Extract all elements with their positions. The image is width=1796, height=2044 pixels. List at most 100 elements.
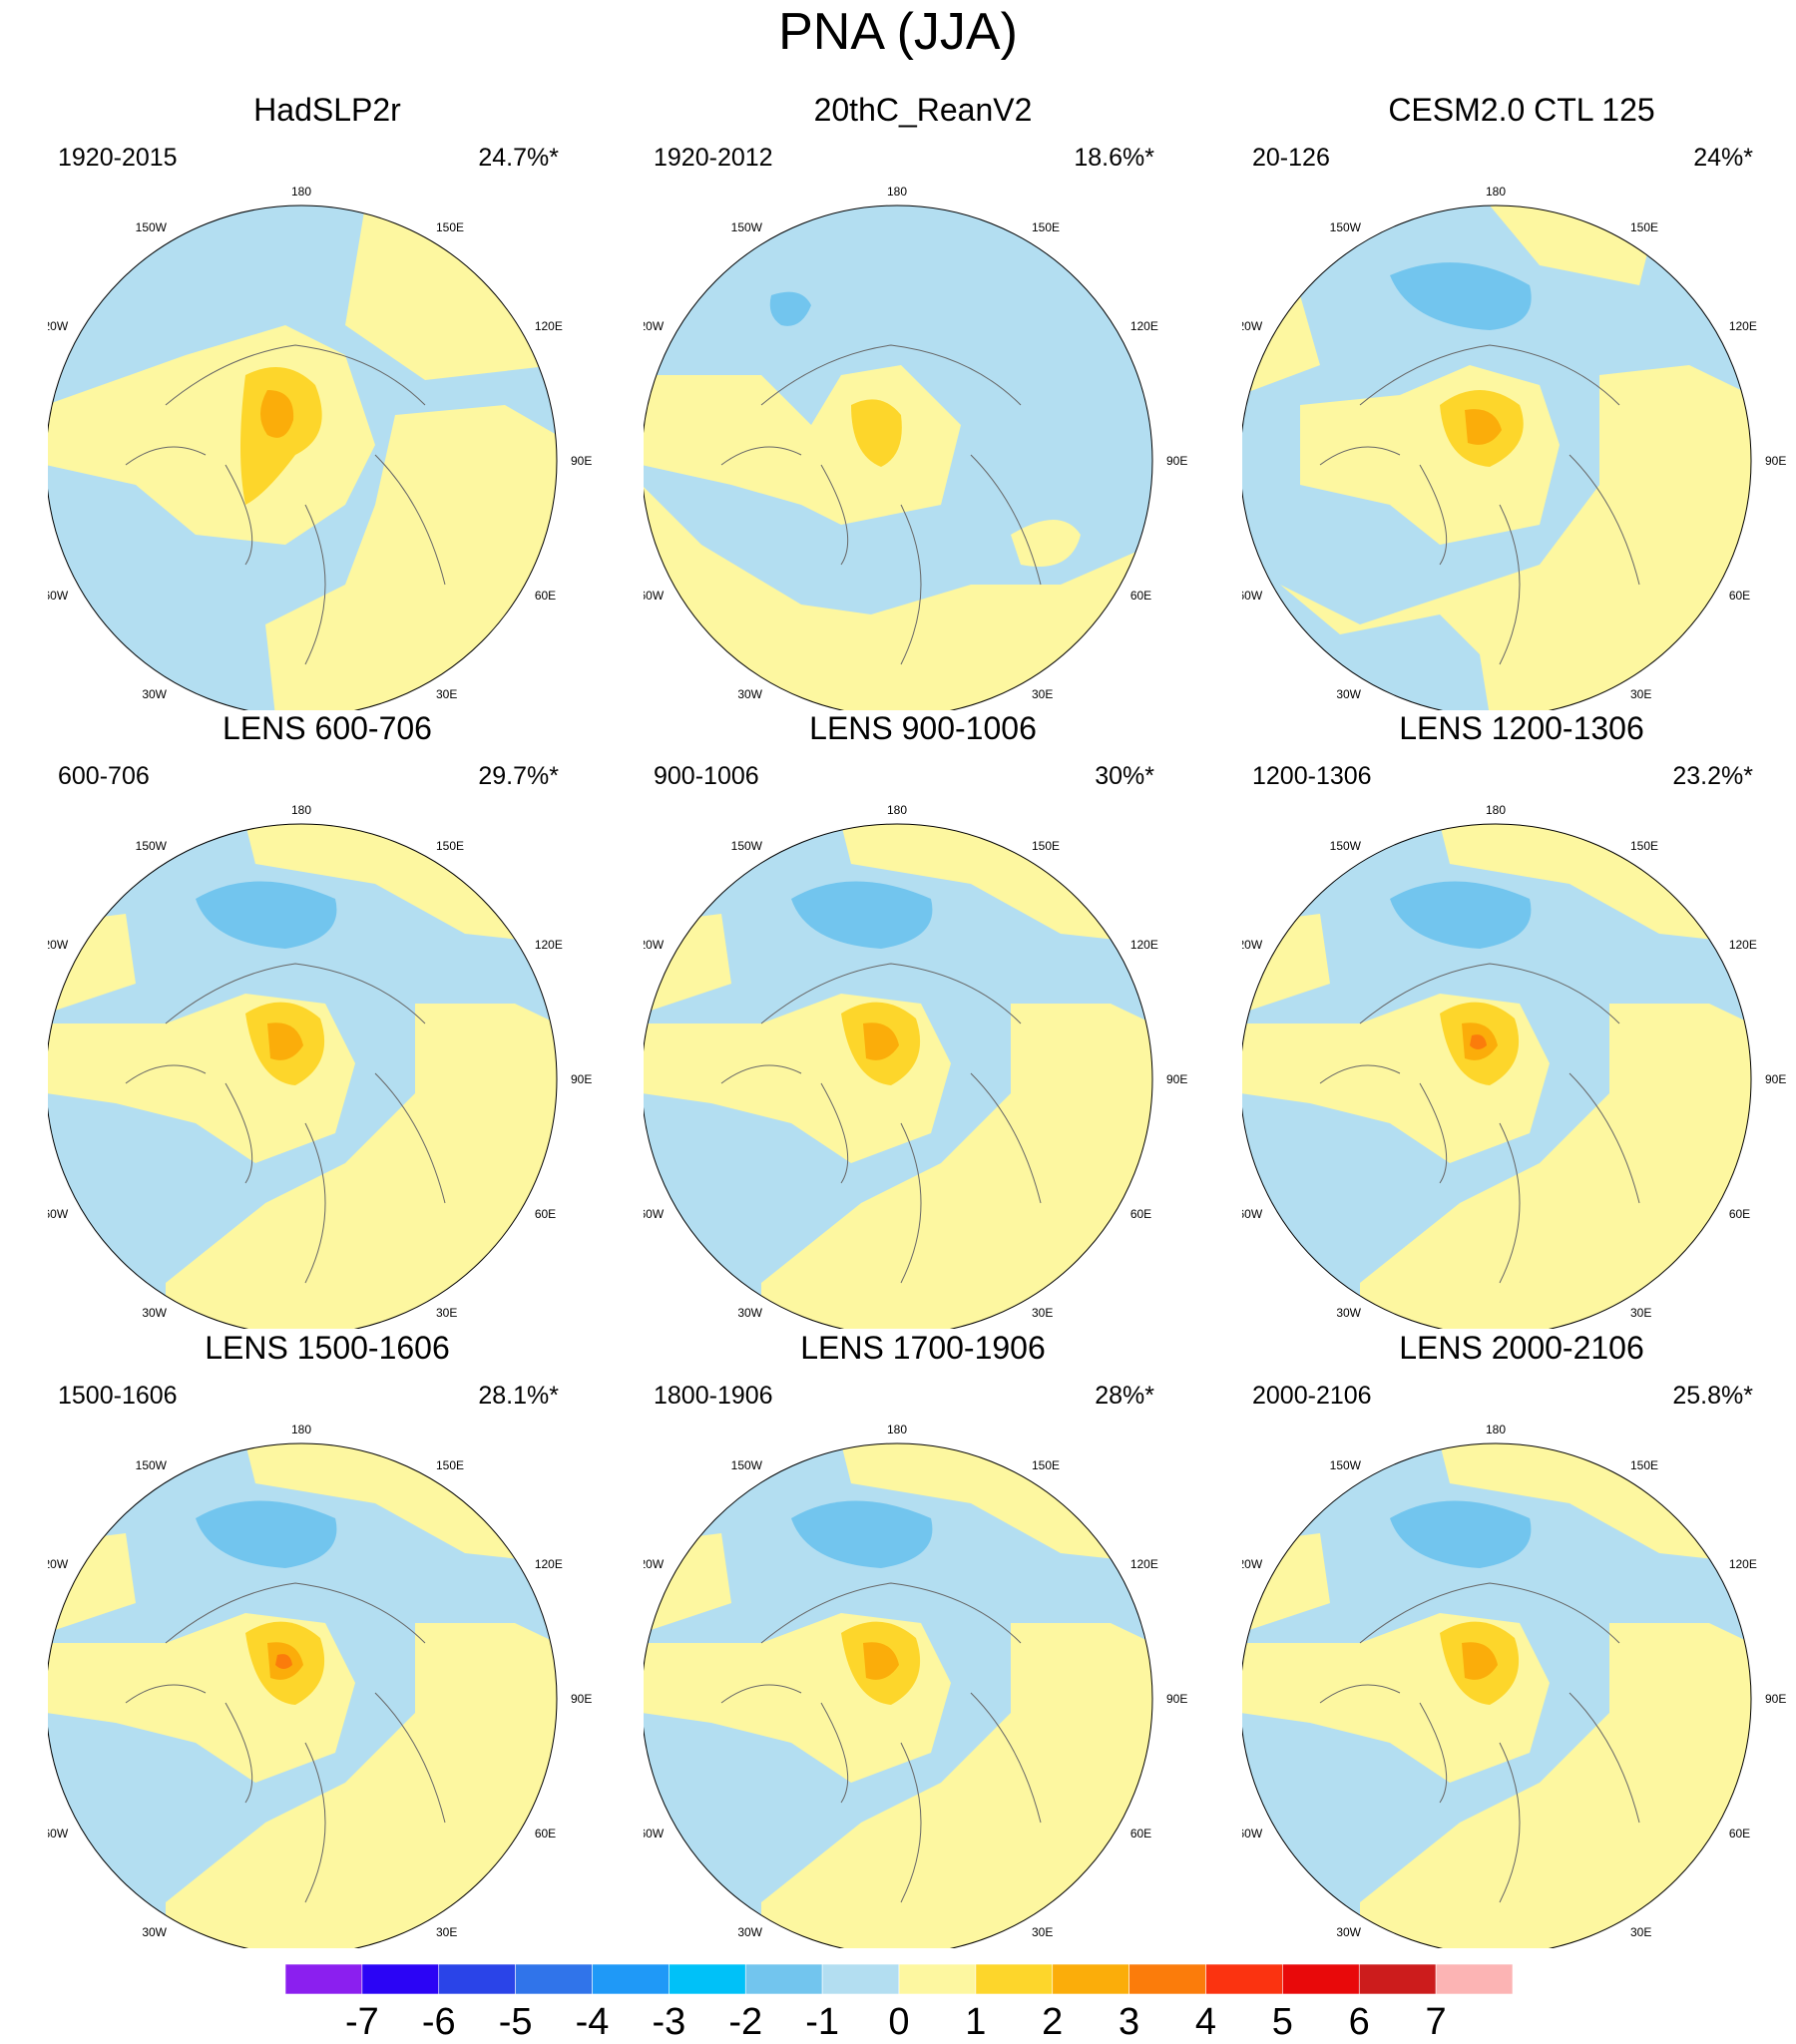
map-boundary	[48, 1442, 558, 1948]
longitude-label: 30W	[1336, 1306, 1361, 1320]
map-panel: HadSLP2r 1920-2015 24.7%* 180 150W 150E 120W 12…	[48, 92, 607, 710]
panel-explained-variance: 28.1%*	[478, 1382, 559, 1410]
colorbar-tick-label: -2	[728, 2001, 763, 2043]
coastline	[720, 963, 1042, 1284]
slp-field	[1242, 205, 1751, 710]
map-boundary	[1242, 823, 1752, 1329]
longitude-label: 150W	[1330, 839, 1362, 853]
panel-period: 1200-1306	[1252, 762, 1372, 790]
longitude-label: 120E	[1729, 1557, 1757, 1571]
map-boundary	[644, 1442, 1153, 1948]
panel-explained-variance: 18.6%*	[1074, 144, 1154, 172]
colorbar-tick-label: 4	[1194, 2001, 1217, 2043]
slp-field	[644, 205, 1152, 710]
positive-anomaly-peak	[1462, 1642, 1498, 1680]
polar-map: 180150W150E120W120E90W90E60W60E30W30E0	[1242, 803, 1786, 1329]
longitude-label: 120W	[644, 938, 665, 952]
longitude-label: 120E	[535, 938, 563, 952]
longitude-label: 60W	[48, 1207, 69, 1221]
longitude-label: 150E	[436, 839, 464, 853]
positive-anomaly-region	[761, 1004, 1152, 1329]
longitude-label: 60W	[1242, 589, 1263, 603]
coastline	[125, 1582, 446, 1903]
positive-anomaly-peak	[863, 1642, 899, 1680]
positive-anomaly-region	[1360, 1623, 1751, 1948]
panel-title: LENS 2000-2106	[1399, 1330, 1644, 1366]
map-boundary	[1242, 204, 1752, 710]
longitude-label: 90E	[571, 454, 592, 468]
longitude-label: 90E	[1765, 1072, 1786, 1086]
panel-title: LENS 900-1006	[809, 710, 1037, 746]
longitude-label: 30E	[1630, 1925, 1651, 1939]
polar-map: 180150W150E120W120E90W90E60W60E30W30E0	[1242, 185, 1786, 710]
colorbar-tick-label: -6	[421, 2001, 456, 2043]
negative-anomaly-core	[196, 1500, 337, 1568]
longitude-label: 150E	[436, 1458, 464, 1472]
panel-period: 1500-1606	[58, 1382, 178, 1410]
coastline	[1319, 344, 1640, 665]
panel-explained-variance: 24%*	[1693, 144, 1753, 172]
longitude-label: 180	[291, 185, 311, 199]
longitude-label: 90E	[1166, 1072, 1187, 1086]
longitude-label: 60E	[535, 1207, 556, 1221]
longitude-label: 30W	[142, 1306, 167, 1320]
longitude-label: 120E	[535, 319, 563, 333]
longitude-label: 60E	[1130, 589, 1151, 603]
positive-anomaly-peak	[1465, 409, 1502, 445]
longitude-label: 60E	[1729, 1207, 1750, 1221]
longitude-label: 30E	[436, 1925, 457, 1939]
coastline	[1319, 963, 1640, 1284]
longitude-label: 30E	[1630, 1306, 1651, 1320]
positive-anomaly-peak	[260, 390, 294, 438]
polar-map: 180150W150E120W120E90W90E60W60E30W30E0	[644, 803, 1187, 1329]
longitude-label: 60W	[644, 1827, 665, 1840]
longitude-label: 150W	[136, 220, 168, 234]
colorbar-tick-label: -4	[575, 2001, 610, 2043]
map-panel: LENS 1500-1606 1500-1606 28.1%* 180 150W 150E…	[48, 1330, 607, 1948]
longitude-label: 150E	[1630, 1458, 1658, 1472]
map-panel: LENS 2000-2106 2000-2106 25.8%* 180 150W 150E…	[1242, 1330, 1796, 1948]
longitude-label: 60E	[535, 1827, 556, 1840]
colorbar-swatch	[898, 1963, 977, 1995]
colorbar-swatch	[438, 1963, 516, 1995]
longitude-label: 150W	[731, 1458, 763, 1472]
polar-map: 180150W150E120W120E90W90E60W60E30W30E0	[644, 185, 1187, 710]
slp-field	[644, 1443, 1152, 1948]
negative-anomaly-core	[1390, 881, 1532, 949]
positive-anomaly-region	[166, 1004, 557, 1329]
colorbar-swatch	[744, 1963, 823, 1995]
colorbar-tick-label: -1	[805, 2001, 840, 2043]
panel-explained-variance: 25.8%*	[1672, 1382, 1753, 1410]
longitude-label: 60W	[48, 589, 69, 603]
map-panel: CESM2.0 CTL 125 20-126 24%* 180 150W 150E 120W…	[1242, 92, 1796, 710]
colorbar-swatch	[821, 1963, 900, 1995]
panel-title: LENS 1500-1606	[205, 1330, 450, 1366]
polar-map: 180150W150E120W120E90W90E60W60E30W30E0	[48, 803, 592, 1329]
longitude-label: 180	[887, 803, 907, 817]
longitude-label: 60E	[1729, 589, 1750, 603]
colorbar-tick-label: 3	[1119, 2001, 1140, 2043]
longitude-label: 180	[1486, 803, 1506, 817]
panel-title: 20thC_ReanV2	[813, 92, 1033, 128]
positive-anomaly-region	[166, 1623, 557, 1948]
map-boundary	[48, 204, 558, 710]
panel-title: LENS 1700-1906	[800, 1330, 1046, 1366]
map-boundary	[1242, 1442, 1752, 1948]
longitude-label: 60E	[1130, 1207, 1151, 1221]
map-panel: LENS 900-1006 900-1006 30%* 180 150W 150E 120W…	[644, 710, 1202, 1329]
map-panel: LENS 600-706 600-706 29.7%* 180 150W 150E 120W…	[48, 710, 607, 1329]
positive-anomaly-region	[761, 1623, 1152, 1948]
colorbar-tick-label: 0	[888, 2001, 910, 2043]
longitude-label: 60W	[644, 1207, 665, 1221]
negative-anomaly-core	[791, 881, 933, 949]
longitude-label: 120E	[1729, 319, 1757, 333]
longitude-label: 150E	[1032, 220, 1060, 234]
colorbar-tick-label: 5	[1271, 2001, 1293, 2043]
longitude-label: 150W	[1330, 220, 1362, 234]
longitude-label: 180	[291, 1423, 311, 1436]
longitude-label: 90E	[1166, 1692, 1187, 1706]
slp-field	[1242, 1443, 1751, 1948]
positive-anomaly-peak	[267, 1022, 303, 1060]
colorbar	[285, 1963, 1514, 1995]
longitude-label: 90E	[1166, 454, 1187, 468]
